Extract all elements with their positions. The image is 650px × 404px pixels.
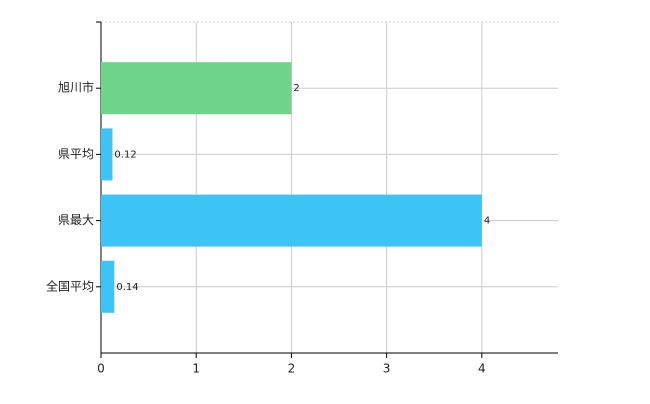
y-tick-label: 全国平均 (46, 278, 94, 293)
x-tick-label: 0 (97, 362, 105, 376)
value-label: 0.14 (116, 282, 138, 293)
value-label: 0.12 (114, 149, 136, 160)
x-tick-label: 1 (192, 362, 200, 376)
x-tick-label: 2 (288, 362, 296, 376)
value-label: 2 (293, 83, 299, 94)
bar (101, 260, 115, 313)
value-label: 4 (484, 216, 490, 227)
x-tick-label: 4 (478, 362, 486, 376)
x-tick-label: 3 (383, 362, 391, 376)
y-tick-label: 県最大 (58, 213, 94, 227)
y-tick-label: 旭川市 (58, 80, 94, 95)
y-tick-label: 県平均 (58, 147, 94, 161)
bar (101, 194, 482, 247)
bar (101, 62, 292, 115)
bar (101, 128, 113, 181)
